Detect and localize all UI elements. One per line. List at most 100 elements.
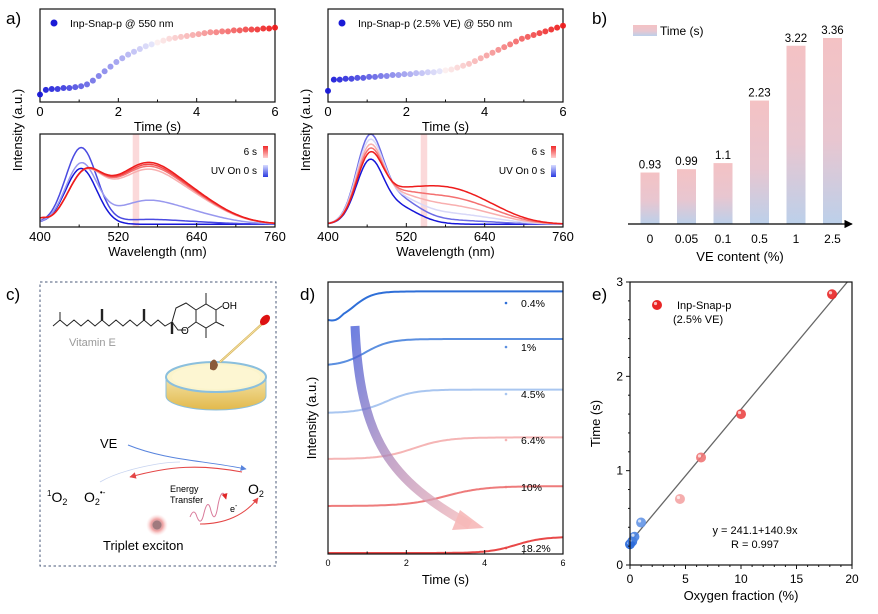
data-point: [119, 55, 126, 62]
singlet-sup: 1: [47, 489, 52, 498]
singlet-base: O: [51, 489, 62, 505]
bar-value-label: 3.22: [785, 33, 807, 45]
legend-sublabel: (2.5% VE): [673, 314, 723, 326]
superoxide-base: O: [84, 489, 95, 505]
x-tick-label: 15: [790, 572, 804, 586]
legend-top-label: 6 s: [532, 147, 545, 158]
kinetic-trace: [328, 485, 563, 507]
data-point: [248, 26, 255, 33]
data-point: [366, 73, 373, 80]
energy-label: Energy: [170, 484, 199, 494]
spectrum-line: [327, 133, 564, 225]
x-axis-label: Oxygen fraction (%): [684, 588, 799, 603]
x-axis-label: VE content (%): [696, 249, 783, 264]
x-tick-label: 760: [552, 229, 574, 244]
chart-a-top-right: 0 2 4 6 Time (s) Inp-Snap-p (2.5% VE) @ 550 n…: [324, 8, 567, 134]
highlight-band-550nm: [132, 134, 140, 227]
x-tick-label: 1: [793, 232, 800, 246]
x-tick-label: 2.5: [824, 232, 841, 246]
chart-e: 0 5 10 15 20 0 1 2 3 Oxygen fraction (%) Time (s) I…: [588, 275, 859, 603]
data-point: [37, 91, 43, 98]
electron-label: e-: [230, 503, 238, 514]
bar: [713, 163, 733, 224]
vitamin-e-label: Vitamin E: [69, 337, 116, 349]
x-tick-label: 2: [403, 104, 410, 119]
bar: [640, 172, 660, 224]
chart-a-bottom-right: 400 520 640 760 Wavelength (nm) 6 s UV On 0 s: [317, 133, 574, 259]
panel-label-b: b): [592, 9, 607, 28]
data-point: [554, 24, 561, 31]
data-point: [189, 32, 196, 39]
fit-equation: y = 241.1+140.9x: [712, 525, 798, 537]
data-point: [513, 38, 519, 45]
y-tick-label: 1: [616, 464, 623, 478]
data-point: [383, 72, 390, 79]
faint-arrow-tail: [99, 461, 181, 483]
data-point: [389, 72, 396, 79]
legend-label: Inp-Snap-p @ 550 nm: [70, 18, 174, 30]
singlet-oxygen-label: 1O2: [47, 489, 67, 507]
panel-label-a: a): [6, 9, 21, 28]
panel-c-diagram: OH O Vitamin E VE 1O2 O2•- O2 Energy: [39, 281, 277, 567]
x-tick-label: 640: [474, 229, 496, 244]
data-point: [483, 52, 490, 59]
y-axis-label: Time (s): [588, 400, 603, 447]
legend-dot: [504, 301, 508, 305]
data-point: [131, 48, 137, 55]
data-point-highlight: [828, 291, 833, 295]
data-point: [372, 73, 378, 80]
a-left-ylabel: Intensity (a.u.): [10, 89, 25, 171]
vitamin-e-structure: [52, 293, 225, 338]
x-tick-label: 4: [482, 558, 487, 568]
x-axis-label: Wavelength (nm): [396, 244, 495, 259]
spectrum-line: [327, 147, 563, 225]
dropper-icon: [219, 314, 270, 363]
legend-bottom-label: UV On 0 s: [499, 166, 545, 177]
data-point: [266, 25, 273, 32]
legend-label: Time (s): [660, 24, 704, 38]
spectrum-line: [39, 161, 276, 224]
x-tick-label: 0: [325, 558, 330, 568]
data-point: [113, 59, 120, 66]
legend-dot: [504, 485, 508, 489]
spectrum-line: [39, 161, 275, 225]
data-point: [542, 28, 549, 35]
data-point: [419, 70, 425, 77]
y-axis-label: Intensity (a.u.): [304, 377, 319, 459]
transfer-label: Transfer: [170, 495, 203, 505]
data-point: [272, 24, 278, 31]
legend-label: Inp-Snap-p (2.5% VE) @ 550 nm: [358, 18, 512, 30]
x-tick-label: 0: [36, 104, 43, 119]
legend-label: 18.2%: [521, 543, 551, 555]
data-point: [360, 74, 367, 81]
data-point-highlight: [631, 533, 635, 537]
data-point: [225, 28, 231, 35]
x-tick-label: 4: [481, 104, 488, 119]
x-tick-label: 2: [115, 104, 122, 119]
data-point: [401, 71, 408, 78]
legend-red-swatch: [551, 146, 556, 158]
x-tick-label: 760: [264, 229, 286, 244]
superoxide-sub: 2: [95, 497, 100, 507]
data-point: [219, 28, 226, 35]
y-tick-label: 2: [616, 369, 623, 383]
x-tick-label: 520: [107, 229, 129, 244]
data-point-highlight: [638, 519, 642, 523]
data-point: [48, 85, 55, 92]
data-point: [78, 83, 85, 90]
data-point: [436, 68, 443, 75]
data-point-highlight: [697, 454, 702, 458]
fit-r-value: R = 0.997: [731, 539, 779, 551]
x-tick-label: 0.5: [751, 232, 768, 246]
bar-value-label: 2.23: [748, 88, 770, 100]
superoxide-sup: •-: [100, 488, 106, 497]
chart-b: Time (s) 0.93 0 0.99 0.05 1.1 0.1 2.23 0.5 3.22 1 3…: [628, 24, 853, 264]
data-point: [172, 34, 179, 41]
chart-a-bottom-left: 400 520 640 760 Wavelength (nm) 6 s UV On 0 s: [29, 133, 286, 259]
data-point: [95, 72, 102, 79]
petri-dish-icon: [165, 359, 267, 411]
data-point: [201, 30, 208, 37]
legend-blue-swatch: [263, 165, 268, 177]
spectrum-line: [327, 143, 563, 225]
bar-value-label: 3.36: [821, 25, 843, 37]
